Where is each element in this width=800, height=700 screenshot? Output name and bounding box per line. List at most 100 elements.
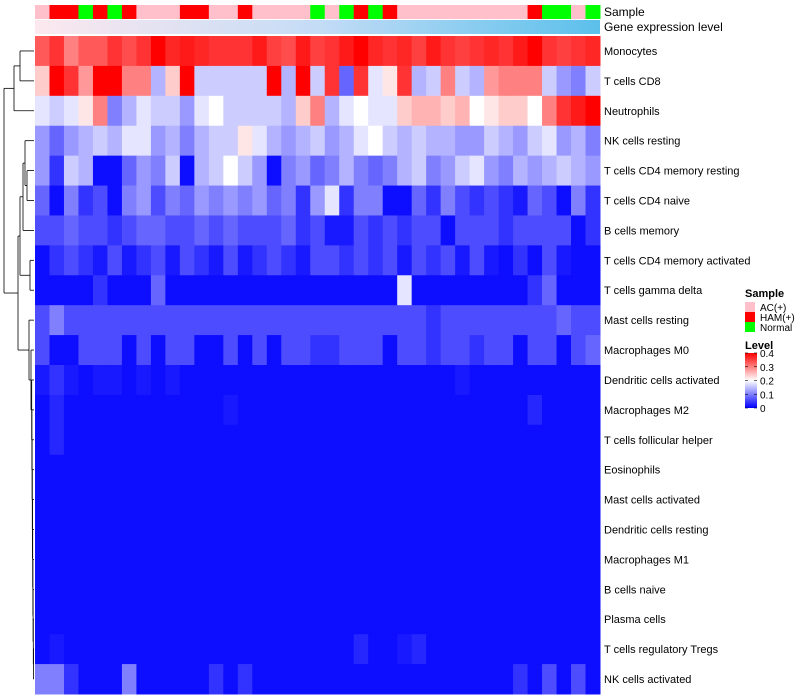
heatmap-cell	[324, 185, 340, 216]
heatmap-cell	[556, 36, 572, 67]
heatmap-cell	[440, 664, 456, 695]
heatmap-cell	[92, 305, 108, 336]
heatmap-cell	[266, 634, 282, 665]
heatmap-cell	[63, 604, 79, 635]
heatmap-cell	[324, 634, 340, 665]
heatmap-cell	[310, 215, 326, 246]
heatmap-cell	[382, 245, 398, 276]
heatmap-cell	[397, 155, 413, 187]
heatmap-cell	[310, 424, 326, 456]
heatmap-cell	[498, 155, 514, 187]
heatmap-cell	[194, 604, 210, 635]
heatmap-cell	[78, 65, 94, 97]
row-label: Macrophages M2	[604, 405, 689, 417]
heatmap-cell	[542, 95, 558, 127]
heatmap-cell	[78, 484, 94, 516]
heatmap-cell	[78, 514, 94, 545]
heatmap-cell	[455, 155, 471, 187]
heatmap-cell	[353, 95, 369, 127]
heatmap-cell	[281, 245, 297, 276]
heatmap-cell	[324, 335, 340, 366]
heatmap-cell	[585, 245, 601, 276]
heatmap-cell	[571, 574, 587, 605]
heatmap-cell	[426, 484, 442, 516]
heatmap-cell	[368, 604, 384, 635]
heatmap-cell	[237, 95, 253, 127]
heatmap-cell	[513, 305, 529, 336]
heatmap-cell	[107, 65, 123, 97]
heatmap-cell	[121, 424, 137, 456]
heatmap-cell	[281, 335, 297, 366]
heatmap-cell	[585, 125, 601, 157]
sample-annotation-cell	[411, 5, 427, 19]
level-tick-label: 0.4	[760, 349, 774, 360]
heatmap-cell	[223, 305, 239, 336]
row-label: Eosinophils	[604, 465, 661, 477]
heatmap-cell	[527, 664, 543, 695]
heatmap-cell	[208, 335, 224, 366]
heatmap-cell	[35, 65, 50, 97]
sample-annotation-cell	[35, 5, 50, 19]
heatmap-cell	[237, 36, 253, 67]
heatmap-cell	[353, 544, 369, 575]
row-label: Mast cells resting	[604, 315, 689, 327]
heatmap-cell	[411, 36, 427, 67]
heatmap-cell	[310, 36, 326, 67]
heatmap-cell	[542, 335, 558, 366]
heatmap-cell	[440, 365, 456, 396]
heatmap-cell	[339, 664, 355, 695]
heatmap-cell	[542, 574, 558, 605]
heatmap-cell	[484, 36, 500, 67]
heatmap-cell	[571, 424, 587, 456]
heatmap-cell	[411, 65, 427, 97]
heatmap-cell	[426, 634, 442, 665]
heatmap-cell	[252, 215, 268, 246]
heatmap-cell	[63, 155, 79, 187]
heatmap-cell	[455, 365, 471, 396]
heatmap-cell	[484, 365, 500, 396]
heatmap-cell	[585, 155, 601, 187]
heatmap-cell	[194, 275, 210, 306]
heatmap-cell	[469, 514, 485, 545]
heatmap-cell	[353, 394, 369, 426]
heatmap-cell	[179, 36, 195, 67]
heatmap-cell	[194, 514, 210, 545]
heatmap-cell	[107, 454, 123, 486]
sample-annotation-cell	[92, 5, 108, 19]
heatmap-cell	[237, 365, 253, 396]
heatmap-cell	[411, 394, 427, 426]
row-label: Monocytes	[604, 46, 658, 58]
heatmap-cell	[150, 215, 166, 246]
heatmap-cell	[397, 634, 413, 665]
heatmap-cell	[353, 185, 369, 216]
heatmap-cell	[542, 215, 558, 246]
heatmap-cell	[107, 514, 123, 545]
heatmap-cell	[136, 574, 152, 605]
heatmap-cell	[92, 125, 108, 157]
heatmap-cell	[281, 95, 297, 127]
heatmap-cell	[49, 245, 65, 276]
heatmap-cell	[411, 544, 427, 575]
heatmap-cell	[266, 574, 282, 605]
heatmap-cell	[49, 65, 65, 97]
heatmap-cell	[165, 454, 181, 486]
heatmap-cell	[63, 424, 79, 456]
heatmap-cell	[121, 454, 137, 486]
heatmap-cell	[252, 544, 268, 575]
heatmap-cell	[527, 155, 543, 187]
heatmap-cell	[469, 604, 485, 635]
heatmap-cell	[498, 394, 514, 426]
heatmap-cell	[426, 424, 442, 456]
heatmap-cell	[513, 424, 529, 456]
heatmap-cell	[121, 335, 137, 366]
heatmap-cell	[310, 484, 326, 516]
heatmap-cell	[136, 305, 152, 336]
heatmap-cell	[136, 215, 152, 246]
heatmap-cell	[266, 305, 282, 336]
heatmap-cell	[339, 275, 355, 306]
heatmap-cell	[281, 215, 297, 246]
heatmap-cell	[165, 574, 181, 605]
heatmap-cell	[121, 65, 137, 97]
heatmap-cell	[498, 335, 514, 366]
heatmap-cell	[527, 634, 543, 665]
